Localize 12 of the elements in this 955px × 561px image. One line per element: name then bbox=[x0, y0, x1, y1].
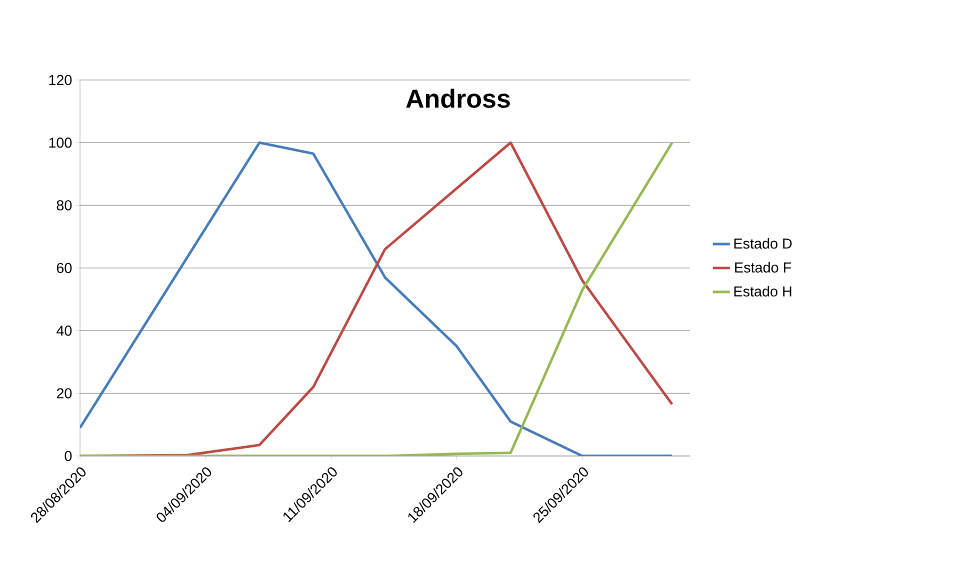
y-tick-label: 40 bbox=[56, 326, 72, 336]
y-tick-label: 60 bbox=[56, 262, 72, 274]
y-tick-label: 80 bbox=[56, 200, 72, 210]
legend-label: Estado H bbox=[734, 286, 792, 297]
y-tick-label: 100 bbox=[49, 138, 72, 148]
y-tick-label: 20 bbox=[56, 388, 72, 398]
legend-label: Estado F bbox=[735, 262, 792, 273]
y-tick-label: 120 bbox=[49, 74, 72, 86]
chart-title: Andross bbox=[406, 88, 510, 108]
y-tick-label: 0 bbox=[64, 450, 72, 462]
line-series bbox=[80, 141, 674, 456]
legend-label: Estado D bbox=[734, 238, 792, 249]
